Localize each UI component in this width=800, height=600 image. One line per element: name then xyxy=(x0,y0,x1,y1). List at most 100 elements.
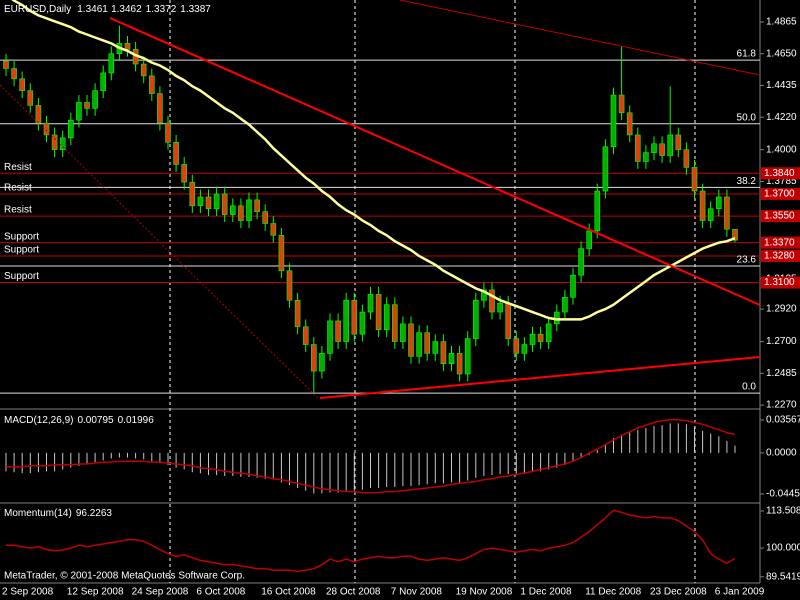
candle-body xyxy=(537,333,544,342)
trendlines xyxy=(0,0,761,399)
candle-body xyxy=(497,302,503,313)
candle-body xyxy=(108,53,115,74)
candle-body xyxy=(643,152,649,162)
macd-bar xyxy=(54,452,56,472)
candle-body xyxy=(262,211,269,224)
macd-bar xyxy=(183,452,185,470)
trendline xyxy=(319,356,761,399)
macd-bar xyxy=(345,452,347,491)
candle-body xyxy=(246,199,252,221)
candle-body xyxy=(489,289,495,313)
macd-bar xyxy=(216,452,218,476)
moving-average xyxy=(5,0,736,321)
macd-bar xyxy=(499,452,501,475)
candle-body xyxy=(343,299,350,342)
candle-body xyxy=(375,294,382,331)
candle-body xyxy=(124,43,131,50)
candle-body xyxy=(707,208,714,221)
macd-bar xyxy=(70,452,72,468)
macd-bar xyxy=(297,452,299,488)
macd-bar xyxy=(118,452,120,458)
x-tick-label: 7 Nov 2008 xyxy=(391,587,443,598)
candle-body xyxy=(286,270,293,301)
macd-bar xyxy=(329,452,331,493)
macd-bar xyxy=(386,452,388,488)
candle-body xyxy=(27,90,34,106)
y-tick-label: 113.5086 xyxy=(766,506,800,517)
candle-body xyxy=(659,143,665,156)
candle-body xyxy=(68,119,74,139)
macd-bar xyxy=(694,427,695,453)
marks-layer xyxy=(3,0,738,573)
candle-body xyxy=(626,112,633,136)
candle-body xyxy=(319,353,325,372)
macd-bar xyxy=(46,452,47,472)
level-name: Resist xyxy=(4,183,32,194)
level-box xyxy=(761,187,800,200)
macd-bar xyxy=(21,452,23,474)
candle-body xyxy=(140,63,147,77)
candle-body xyxy=(35,105,42,124)
level-price: 1.3700 xyxy=(764,189,795,200)
trendline xyxy=(399,0,761,76)
candle-body xyxy=(513,338,520,354)
candle-body xyxy=(213,193,220,210)
candle-body xyxy=(570,274,576,298)
x-tick-label: 19 Nov 2008 xyxy=(456,587,513,598)
candle-body xyxy=(732,228,738,241)
macd-bar xyxy=(677,423,679,453)
candle-body xyxy=(481,289,487,301)
candle-body xyxy=(11,68,17,80)
candle-body xyxy=(724,196,730,230)
candle-body xyxy=(351,299,358,335)
candle-body xyxy=(667,134,674,156)
y-tick-label: 89.5419 xyxy=(766,571,800,582)
y-tick-label: 1.2485 xyxy=(766,368,797,379)
macd-bar xyxy=(272,452,274,480)
indicator-name: Momentum(14) xyxy=(4,508,72,519)
macd-bar xyxy=(475,452,477,478)
candle-body xyxy=(456,353,463,375)
macd-bar xyxy=(86,452,88,464)
macd-bar xyxy=(402,452,404,487)
macd-bar xyxy=(523,452,525,474)
level-price: 1.3840 xyxy=(764,168,795,179)
candle-body xyxy=(197,196,204,207)
level-price: 1.3370 xyxy=(764,237,795,248)
x-tick-label: 2 Sep 2008 xyxy=(2,587,54,598)
candle-body xyxy=(432,341,439,354)
macd-bar xyxy=(370,452,371,488)
macd-bar xyxy=(426,452,428,485)
candle-body xyxy=(310,344,317,372)
macd-bar xyxy=(572,452,574,463)
macd-bar xyxy=(191,452,193,473)
chart-title: EURUSD,Daily 1.3461 1.3462 1.3372 1.3387 xyxy=(4,4,211,15)
candle-body xyxy=(416,332,422,357)
macd-bar xyxy=(78,452,80,466)
candle-body xyxy=(691,167,698,192)
candle-body xyxy=(238,205,244,221)
candle-body xyxy=(221,193,228,215)
macd-bar xyxy=(361,452,363,490)
y-tick-label: 1.4220 xyxy=(766,112,797,123)
low-value: 1.3372 xyxy=(146,4,177,15)
macd-bar xyxy=(110,452,112,459)
macd-bar xyxy=(240,452,242,477)
macd-bar xyxy=(13,452,15,473)
level-box xyxy=(761,276,800,289)
trendline xyxy=(109,17,761,306)
macd-bar xyxy=(199,452,201,474)
macd-bar xyxy=(540,452,542,472)
candle-body xyxy=(424,332,431,354)
macd-bar xyxy=(515,452,517,475)
candle-body xyxy=(335,320,341,342)
macd-bar xyxy=(305,452,307,491)
candle-body xyxy=(586,230,593,249)
candle-body xyxy=(367,294,374,313)
macd-bar xyxy=(256,452,258,478)
watermark: MetaTrader, © 2001-2008 MetaQuotes Softw… xyxy=(4,571,245,582)
candle-body xyxy=(602,146,609,192)
macd-bar xyxy=(94,452,96,463)
